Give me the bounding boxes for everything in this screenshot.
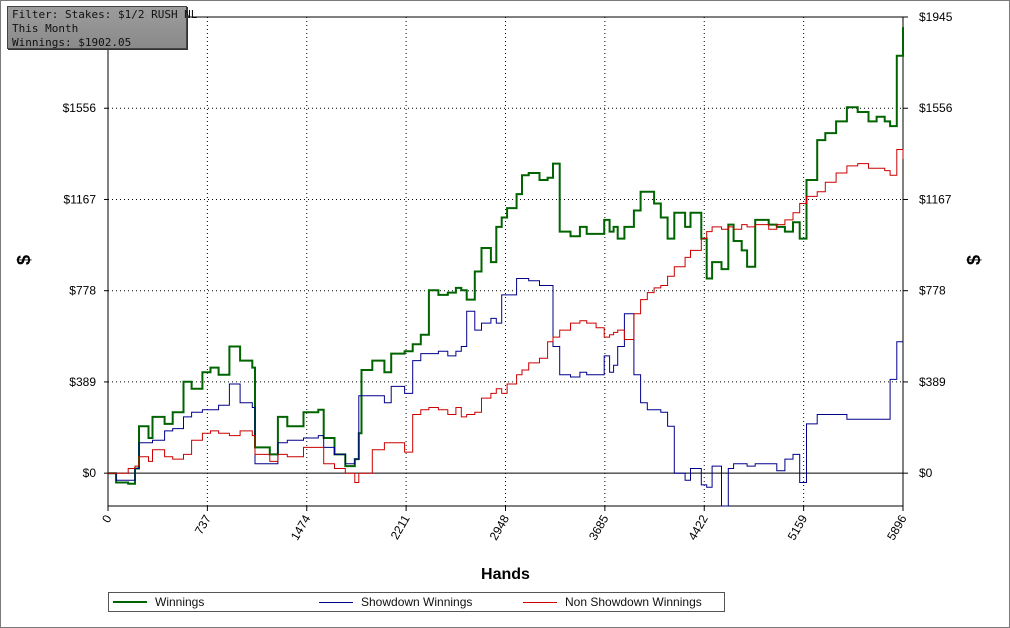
legend-swatch-winnings [113,601,147,603]
x-axis-label: Hands [481,566,530,583]
filter-stakes-text: Filter: Stakes: $1/2 RUSH NL [12,8,198,21]
y-tick-label-right: $1945 [919,10,953,24]
series-line-non-showdown-winnings [108,149,904,483]
x-tick-label: 2211 [388,512,413,542]
y-tick-label-right: $389 [919,375,946,389]
y-tick-label-right: $1167 [919,192,952,206]
y-tick-label-right: $0 [919,466,933,480]
y-tick-label-right: $1556 [919,101,953,115]
y-tick-label-left: $389 [69,375,96,389]
legend-label-winnings: Winnings [155,595,205,609]
legend-swatch-showdown [319,601,353,603]
x-tick-label: 2948 [487,512,513,542]
legend-label-showdown: Showdown Winnings [361,595,473,609]
x-tick-label: 3685 [586,512,612,542]
y-tick-label-left: $778 [69,284,96,298]
x-tick-label: 737 [192,512,214,537]
period-text: This Month [12,22,79,35]
y-axis-label-left: $ [14,255,34,265]
chart-legend: Winnings Showdown Winnings Non Showdown … [108,592,725,612]
legend-item-non-showdown: Non Showdown Winnings [523,595,702,609]
x-tick-label: 5159 [785,512,811,542]
x-tick-label: 1474 [288,512,314,542]
legend-item-showdown: Showdown Winnings [319,595,472,609]
x-tick-label: 0 [99,512,115,525]
total-winnings-text: Winnings: $1902.05 [12,36,132,49]
legend-item-winnings: Winnings [113,595,204,609]
y-axis-label-right: $ [964,255,984,265]
legend-label-non-showdown: Non Showdown Winnings [565,595,702,609]
filter-info-box: Filter: Stakes: $1/2 RUSH NL This Month … [7,6,198,49]
y-tick-label-left: $1556 [63,101,97,115]
y-tick-label-right: $778 [919,284,946,298]
x-tick-label: 5896 [884,512,910,542]
series-line-showdown-winnings [108,278,903,507]
y-tick-label-left: $0 [83,466,97,480]
x-tick-label: 4422 [685,512,711,542]
series-line-winnings [108,27,904,485]
legend-swatch-non-showdown [523,601,557,603]
y-tick-label-left: $1167 [64,192,97,206]
